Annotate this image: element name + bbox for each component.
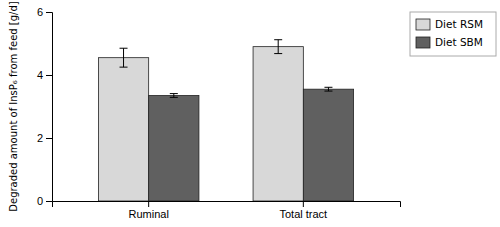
tick-mark xyxy=(303,201,304,207)
marks xyxy=(98,40,353,201)
bar xyxy=(98,58,148,201)
legend-item: Diet SBM xyxy=(416,36,483,48)
legend-swatch xyxy=(416,37,430,48)
bar xyxy=(303,89,353,201)
error-bar xyxy=(324,87,332,91)
legend-frame xyxy=(410,12,496,56)
tick-label: Ruminal xyxy=(128,208,168,220)
error-cap xyxy=(324,91,332,92)
tick-label: Total tract xyxy=(279,208,327,220)
y-axis-title: Degraded amount of InsP₆ from feed [g/d] xyxy=(8,1,19,212)
legend-label: Diet RSM xyxy=(435,18,483,30)
error-line xyxy=(278,40,279,54)
error-bar xyxy=(120,48,128,67)
tick: 2 xyxy=(37,132,52,144)
tick: Total tract xyxy=(279,201,327,220)
tick-label: 4 xyxy=(37,69,43,81)
axis-line xyxy=(46,13,53,202)
y-axis: 0 2 4 6 xyxy=(37,6,53,207)
tick-mark xyxy=(46,138,52,139)
tick-mark xyxy=(148,201,149,207)
tick-mark xyxy=(46,201,52,202)
tick: Ruminal xyxy=(128,201,168,220)
error-cap xyxy=(274,53,282,54)
error-bar xyxy=(274,40,282,54)
tick: 4 xyxy=(37,69,52,81)
error-cap xyxy=(170,97,178,98)
legend: Diet RSM Diet SBM xyxy=(410,12,496,56)
tick-label: 2 xyxy=(37,132,43,144)
bar xyxy=(149,95,199,201)
tick-mark xyxy=(46,75,52,76)
series xyxy=(149,87,354,201)
plot: Ruminal Total tract 0 2 4 6 xyxy=(37,6,401,220)
error-bar xyxy=(170,94,178,98)
tick-label: 6 xyxy=(37,6,43,18)
tick-mark xyxy=(46,12,52,13)
series xyxy=(98,40,303,201)
legend-swatch xyxy=(416,19,430,30)
x-axis: Ruminal Total tract xyxy=(53,201,401,220)
error-cap xyxy=(120,48,128,49)
error-cap xyxy=(120,67,128,68)
error-line xyxy=(173,94,174,98)
chart: Ruminal Total tract 0 2 4 6 Degraded amount of… xyxy=(0,0,500,227)
tick: 0 xyxy=(37,195,52,207)
legend-item: Diet RSM xyxy=(416,18,483,30)
axis-line xyxy=(53,202,401,208)
error-cap xyxy=(324,87,332,88)
bar xyxy=(253,47,303,201)
legend-label: Diet SBM xyxy=(435,36,483,48)
error-line xyxy=(123,48,124,67)
error-line xyxy=(328,87,329,91)
error-cap xyxy=(274,39,282,40)
tick-label: 0 xyxy=(37,195,43,207)
error-cap xyxy=(170,93,178,94)
tick: 6 xyxy=(37,6,52,18)
